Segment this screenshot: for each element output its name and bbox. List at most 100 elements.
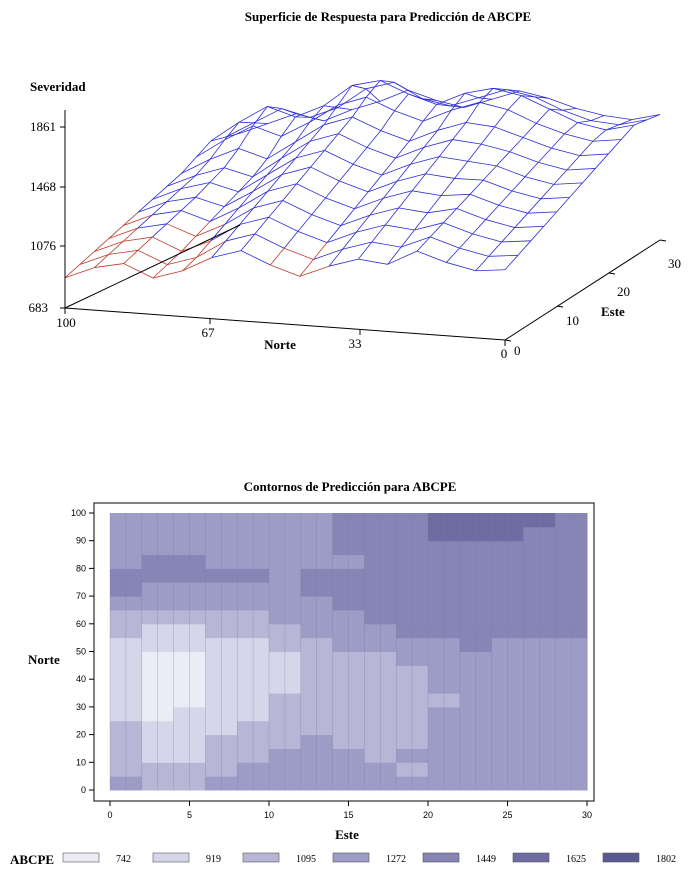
norte-axis-label: Norte <box>28 652 60 667</box>
contour-cell <box>141 526 175 542</box>
surface-wire-segment <box>443 208 458 223</box>
surface-wire-segment <box>590 120 620 126</box>
surface-wire-segment <box>398 207 428 214</box>
norte-axis-label: Norte <box>264 337 296 352</box>
surface-wire-segment <box>196 240 226 258</box>
surface-wire-segment <box>181 182 210 190</box>
surface-wire-segment <box>380 80 395 83</box>
surface-wire-segment <box>339 180 369 193</box>
surface-wire-segment <box>618 119 633 126</box>
surface-wire-segment <box>123 227 139 242</box>
y-tick-label: 60 <box>76 619 86 629</box>
surface-wire-segment <box>355 214 371 233</box>
surface-wire-segment <box>553 182 583 185</box>
este-tick-label: 10 <box>566 313 579 328</box>
surface-wire-segment <box>436 92 465 105</box>
surface-wire-segment <box>195 140 212 158</box>
surface-wire-segment <box>137 223 167 229</box>
surface-wire-segment <box>551 147 580 157</box>
surface-wire-segment <box>123 214 153 226</box>
legend-swatch <box>602 852 640 863</box>
surface-wire-segment <box>452 139 482 145</box>
surface-wire-segment <box>352 116 381 131</box>
contour-cell <box>523 623 556 639</box>
surface-wire-segment <box>281 121 310 137</box>
surface-wire-segment <box>366 96 395 112</box>
surface-wire-segment <box>480 126 495 145</box>
surface-wire-segment <box>416 250 447 263</box>
surface-wire-segment <box>209 207 240 222</box>
surface-wire-segment <box>195 196 225 208</box>
surface-wire-segment <box>79 254 109 266</box>
surface-wire-segment <box>328 248 343 267</box>
surface-wire-segment <box>543 211 557 227</box>
surface-wire-segment <box>337 96 367 106</box>
surface-wire-segment <box>493 87 507 91</box>
prediction-contour-chart: Contornos de Predicción para ABCPE 0 5 10 1… <box>10 479 676 867</box>
surface-wire-segment <box>268 200 284 218</box>
surface-wire-segment <box>551 133 565 149</box>
surface-wire-segment <box>180 175 196 189</box>
surface-wire-segment <box>479 88 494 103</box>
surface-wire-segment <box>338 133 368 148</box>
surface-wire-segment <box>509 137 524 152</box>
surface-wire-segment <box>152 210 182 216</box>
surface-wire-segment <box>608 139 622 155</box>
surface-wire-segment <box>309 133 339 142</box>
surface-wire-segment <box>408 121 424 142</box>
surface-wire-segment <box>137 201 167 213</box>
legend-label: 1625 <box>566 854 586 865</box>
surface-wire-segment <box>295 122 310 143</box>
surface-wire-segment <box>464 92 479 99</box>
contour-cell <box>141 720 175 736</box>
surface-wire-segment <box>252 158 282 178</box>
surface-wire-segment <box>309 105 325 123</box>
surface-wire-segment <box>371 224 386 243</box>
surface-wire-segment <box>443 222 473 235</box>
surface-wire-segment <box>325 180 340 199</box>
surface-wire-segment <box>181 156 197 174</box>
contour-cell <box>523 748 556 763</box>
norte-tick-label: 100 <box>56 315 76 330</box>
surface-wire-segment <box>472 219 487 235</box>
surface-wire-segment <box>299 265 330 277</box>
surface-wire-segment <box>270 247 285 266</box>
surface-wire-segment <box>313 242 328 260</box>
surface-wire-segment <box>408 93 423 100</box>
surface-wire-segment <box>412 190 442 197</box>
surface-wire-segment <box>439 156 468 162</box>
surface-wire-segment <box>511 176 526 192</box>
surface-wire-segment <box>209 147 239 160</box>
surface-wire-segment <box>123 212 139 226</box>
surface-wire-segment <box>631 114 661 121</box>
surface-wire-segment <box>195 224 225 237</box>
surface-wire-segment <box>491 90 521 100</box>
surface-wire-segment <box>494 126 524 138</box>
surface-wire-segment <box>549 108 563 111</box>
surface-wire-segment <box>297 231 328 243</box>
surface-wire-segment <box>478 89 507 99</box>
surface-axes: 1861 1468 1076 683 100 67 33 0 Norte 30 … <box>29 110 681 361</box>
surface-wire-segment <box>501 240 531 243</box>
surface-wire-segment <box>423 139 453 148</box>
surface-wire-segment <box>196 139 225 158</box>
surface-wire-segment <box>385 224 415 231</box>
surface-wire-segment <box>211 250 242 259</box>
surface-wire-segment <box>253 108 282 124</box>
este-tick-label: 20 <box>617 284 630 299</box>
surface-wire-segment <box>481 143 510 153</box>
surface-wire-segment <box>540 196 570 200</box>
surface-wire-segment <box>352 147 368 165</box>
contour-cell <box>141 665 175 680</box>
surface-wire-segment <box>446 247 460 263</box>
surface-wire-segment <box>459 233 473 249</box>
contour-legend: 742 919 1095 1272 1449 1625 1802 <box>62 852 676 865</box>
surface-wire-segment <box>395 140 410 159</box>
este-axis-line <box>504 239 661 341</box>
surface-wire-segment <box>252 106 268 127</box>
contour-cell <box>141 748 175 763</box>
contour-cell <box>523 554 556 569</box>
surface-wire-segment <box>296 183 326 199</box>
legend-label: 1095 <box>296 854 316 865</box>
surface-wire-segment <box>137 214 153 229</box>
